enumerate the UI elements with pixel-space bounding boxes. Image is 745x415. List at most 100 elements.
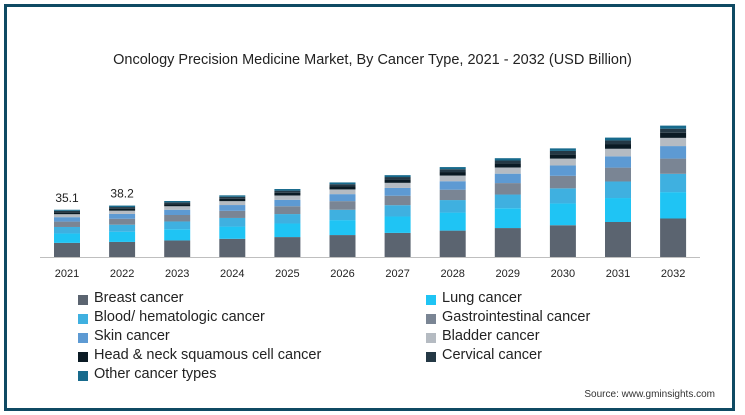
- bar-segment-2027-1: [384, 232, 411, 257]
- bar-segment-2027-2: [384, 216, 411, 233]
- bar-segment-2021-8: [54, 210, 80, 213]
- bar-segment-2029-1: [494, 228, 521, 257]
- bar-segment-2027-3: [384, 205, 411, 217]
- bar-segment-2028-4: [439, 189, 466, 201]
- bar-segment-2029-9: [494, 158, 521, 161]
- bar-segment-2032-9: [660, 125, 687, 129]
- x-tick-label-2022: 2022: [110, 268, 134, 280]
- bar-segment-2030-5: [549, 165, 576, 176]
- bar-segment-2023-9: [164, 201, 191, 203]
- bar-segment-2032-2: [660, 192, 687, 219]
- bar-segment-2026-3: [329, 209, 356, 221]
- bar-segment-2025-9: [274, 189, 301, 191]
- legend-swatch-4: [426, 314, 436, 324]
- legend-label-8: Cervical cancer: [442, 347, 542, 363]
- x-tick-label-2025: 2025: [275, 268, 299, 280]
- bar-segment-2024-1: [219, 238, 246, 257]
- bar-segment-2025-4: [274, 206, 301, 215]
- bar-segment-2023-5: [164, 209, 191, 215]
- bar-segment-2023-3: [164, 221, 191, 230]
- bar-segment-2024-3: [219, 217, 246, 227]
- bar-segment-2028-6: [439, 175, 466, 182]
- bar-segment-2029-8: [494, 160, 521, 164]
- bar-segment-2028-7: [439, 172, 466, 176]
- bar-segment-2021-3: [54, 226, 80, 234]
- bar-segment-2030-1: [549, 225, 576, 257]
- bar-segment-2021-5: [54, 217, 80, 222]
- bar-segment-2025-6: [274, 195, 301, 200]
- x-tick-label-2028: 2028: [440, 268, 464, 280]
- bar-segment-2028-2: [439, 212, 466, 231]
- bar-segment-2032-6: [660, 137, 687, 147]
- bar-segment-2029-3: [494, 194, 521, 209]
- bar-segment-2021-1: [54, 242, 80, 257]
- bar-segment-2025-8: [274, 190, 301, 193]
- bar-segment-2032-5: [660, 146, 687, 159]
- legend-label-3: Blood/ hematologic cancer: [94, 309, 265, 325]
- bar-segment-2022-2: [109, 231, 136, 242]
- bar-segment-2022-9: [109, 205, 136, 208]
- bar-segment-2026-1: [329, 235, 356, 257]
- legend-label-4: Gastrointestinal cancer: [442, 309, 591, 325]
- legend-swatch-6: [426, 333, 436, 343]
- bar-segment-2023-1: [164, 240, 191, 257]
- bar-segment-2023-4: [164, 215, 191, 222]
- legend-swatch-1: [78, 295, 88, 305]
- bar-segment-2022-8: [109, 207, 136, 209]
- bar-segment-2031-5: [605, 156, 631, 168]
- data-label-2022: 38.2: [110, 187, 134, 201]
- bar-segment-2025-1: [274, 237, 301, 257]
- bar-segment-2023-8: [164, 202, 191, 205]
- data-label-2021: 35.1: [55, 191, 79, 205]
- bar-segment-2024-8: [219, 196, 246, 199]
- bar-segment-2026-8: [329, 184, 356, 187]
- legend-swatch-3: [78, 314, 88, 324]
- bar-segment-2026-6: [329, 189, 356, 195]
- bar-segment-2027-4: [384, 195, 411, 206]
- bar-segment-2022-1: [109, 241, 136, 257]
- x-tick-label-2032: 2032: [661, 268, 685, 280]
- bar-segment-2028-1: [439, 230, 466, 257]
- bar-segment-2030-2: [549, 203, 576, 226]
- legend-swatch-7: [78, 352, 88, 362]
- bar-segment-2026-9: [329, 182, 356, 185]
- legend-label-7: Head & neck squamous cell cancer: [94, 347, 322, 363]
- x-tick-label-2027: 2027: [385, 268, 409, 280]
- bar-segment-2030-4: [549, 175, 576, 189]
- bar-segment-2024-5: [219, 205, 246, 211]
- x-tick-label-2029: 2029: [496, 268, 520, 280]
- bar-segment-2026-4: [329, 201, 356, 210]
- bar-segment-2030-8: [549, 150, 576, 155]
- bar-segment-2030-6: [549, 158, 576, 166]
- x-tick-label-2030: 2030: [551, 268, 575, 280]
- bar-segment-2031-8: [605, 140, 631, 145]
- bar-segment-2029-6: [494, 167, 521, 174]
- legend-label-1: Breast cancer: [94, 290, 184, 306]
- legend-swatch-2: [426, 295, 436, 305]
- legend-label-6: Bladder cancer: [442, 328, 540, 344]
- bar-segment-2032-7: [660, 132, 687, 138]
- legend-label-2: Lung cancer: [442, 290, 522, 306]
- bar-segment-2023-6: [164, 206, 191, 210]
- bar-segment-2030-7: [549, 154, 576, 159]
- legend-swatch-5: [78, 333, 88, 343]
- bar-segment-2025-3: [274, 214, 301, 224]
- bar-segment-2024-7: [219, 198, 246, 202]
- bar-segment-2029-4: [494, 183, 521, 195]
- bar-segment-2021-2: [54, 233, 80, 243]
- bar-segment-2027-7: [384, 179, 411, 183]
- bar-segment-2032-3: [660, 173, 687, 193]
- bar-segment-2021-4: [54, 221, 80, 227]
- x-tick-label-2031: 2031: [606, 268, 630, 280]
- bar-segment-2021-6: [54, 214, 80, 218]
- bar-segment-2024-6: [219, 201, 246, 206]
- bar-segment-2023-2: [164, 229, 191, 241]
- bar-segment-2021-7: [54, 212, 80, 215]
- bar-segment-2025-2: [274, 223, 301, 238]
- bar-segment-2024-9: [219, 195, 246, 197]
- bar-segment-2030-3: [549, 188, 576, 204]
- bar-segment-2029-2: [494, 208, 521, 229]
- bar-segment-2031-7: [605, 144, 631, 149]
- bar-segment-2027-8: [384, 177, 411, 180]
